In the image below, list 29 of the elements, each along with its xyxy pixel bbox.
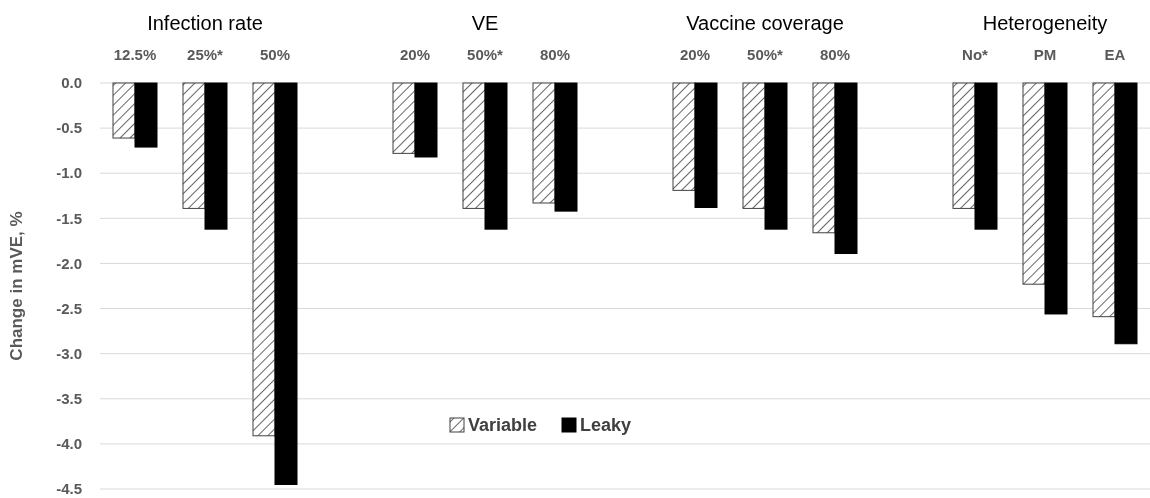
- x-tick-label: 12.5%: [113, 46, 157, 63]
- y-tick-label: -1.0: [56, 164, 82, 182]
- legend-label: Variable: [468, 415, 538, 436]
- y-tick-label: -3.5: [56, 390, 82, 408]
- x-tick-label: EA: [1104, 46, 1126, 63]
- y-tick-label: -3.0: [56, 344, 82, 362]
- x-tick-label: 20%: [679, 46, 711, 63]
- y-axis-title: Change in mVE, %: [7, 211, 26, 361]
- text: Heterogeneity: [982, 12, 1108, 34]
- text: Infection rate: [147, 12, 263, 34]
- y-tick-label: 0.0: [61, 74, 82, 92]
- y-tick-label: -4.5: [56, 480, 82, 498]
- text: VE: [471, 12, 499, 34]
- legend-label: Leaky: [580, 415, 632, 436]
- x-tick-label: 50%*: [467, 46, 504, 63]
- x-tick-label: 80%: [539, 46, 571, 63]
- x-tick-label: 50%: [259, 46, 291, 63]
- x-tick-label: No*: [962, 46, 989, 63]
- x-tick-label: 20%: [399, 46, 431, 63]
- y-tick-label: -1.5: [56, 209, 82, 227]
- y-tick-label: -2.5: [56, 299, 82, 317]
- y-tick-label: -0.5: [56, 119, 82, 137]
- x-tick-label: 25%*: [187, 46, 224, 63]
- x-tick-label: 80%: [819, 46, 851, 63]
- text: Vaccine coverage: [686, 12, 844, 34]
- y-tick-label: -2.0: [56, 254, 82, 272]
- x-tick-label: PM: [1033, 46, 1057, 63]
- y-tick-label: -4.0: [56, 435, 82, 453]
- x-tick-label: 50%*: [747, 46, 784, 63]
